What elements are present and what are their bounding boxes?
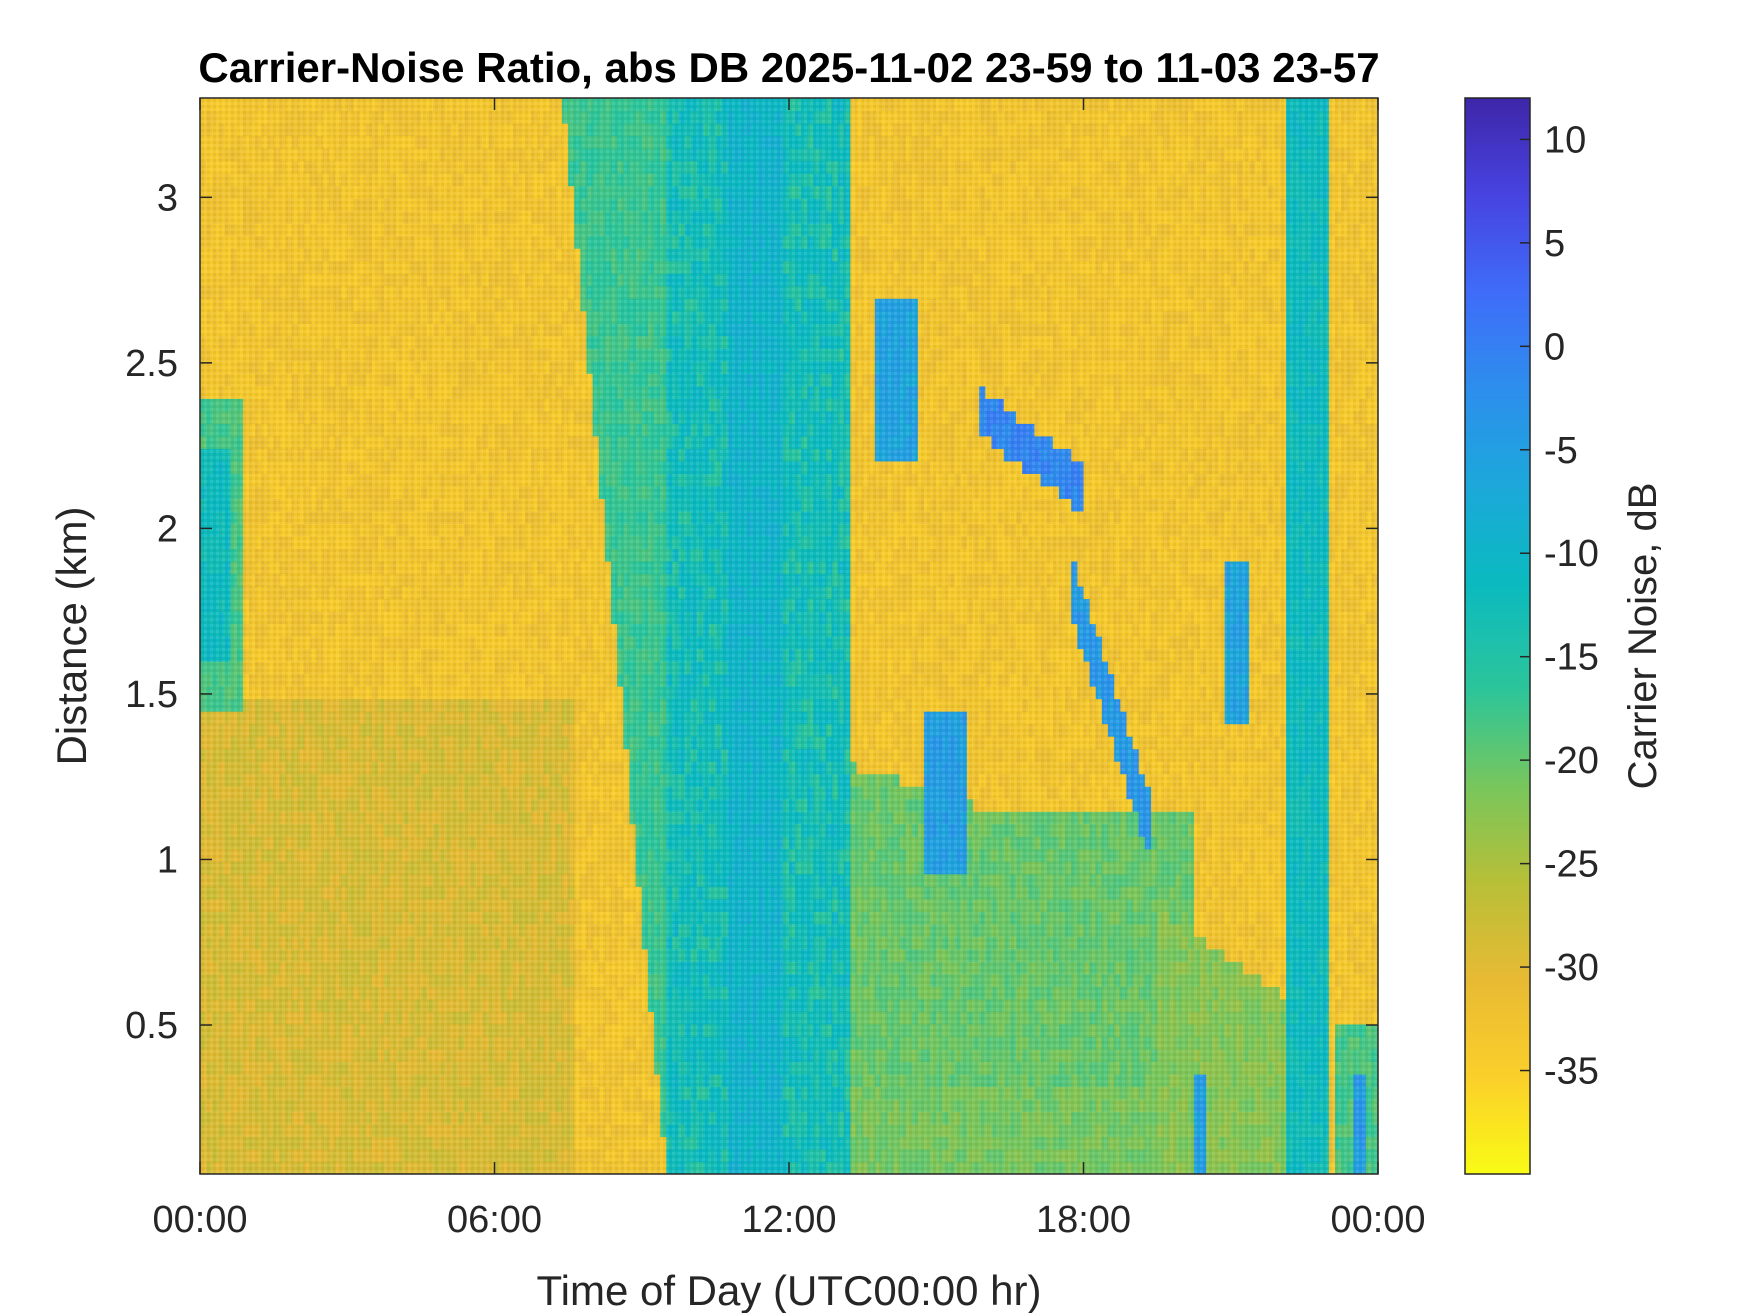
heatmap-image <box>200 98 1378 1174</box>
